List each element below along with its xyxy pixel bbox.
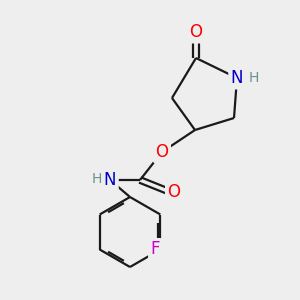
Text: O: O [190, 23, 202, 41]
Text: F: F [151, 241, 160, 259]
Text: O: O [155, 143, 169, 161]
Text: O: O [167, 183, 181, 201]
Text: H: H [92, 172, 102, 186]
Text: H: H [249, 71, 260, 85]
Text: N: N [104, 171, 116, 189]
Text: N: N [231, 69, 243, 87]
